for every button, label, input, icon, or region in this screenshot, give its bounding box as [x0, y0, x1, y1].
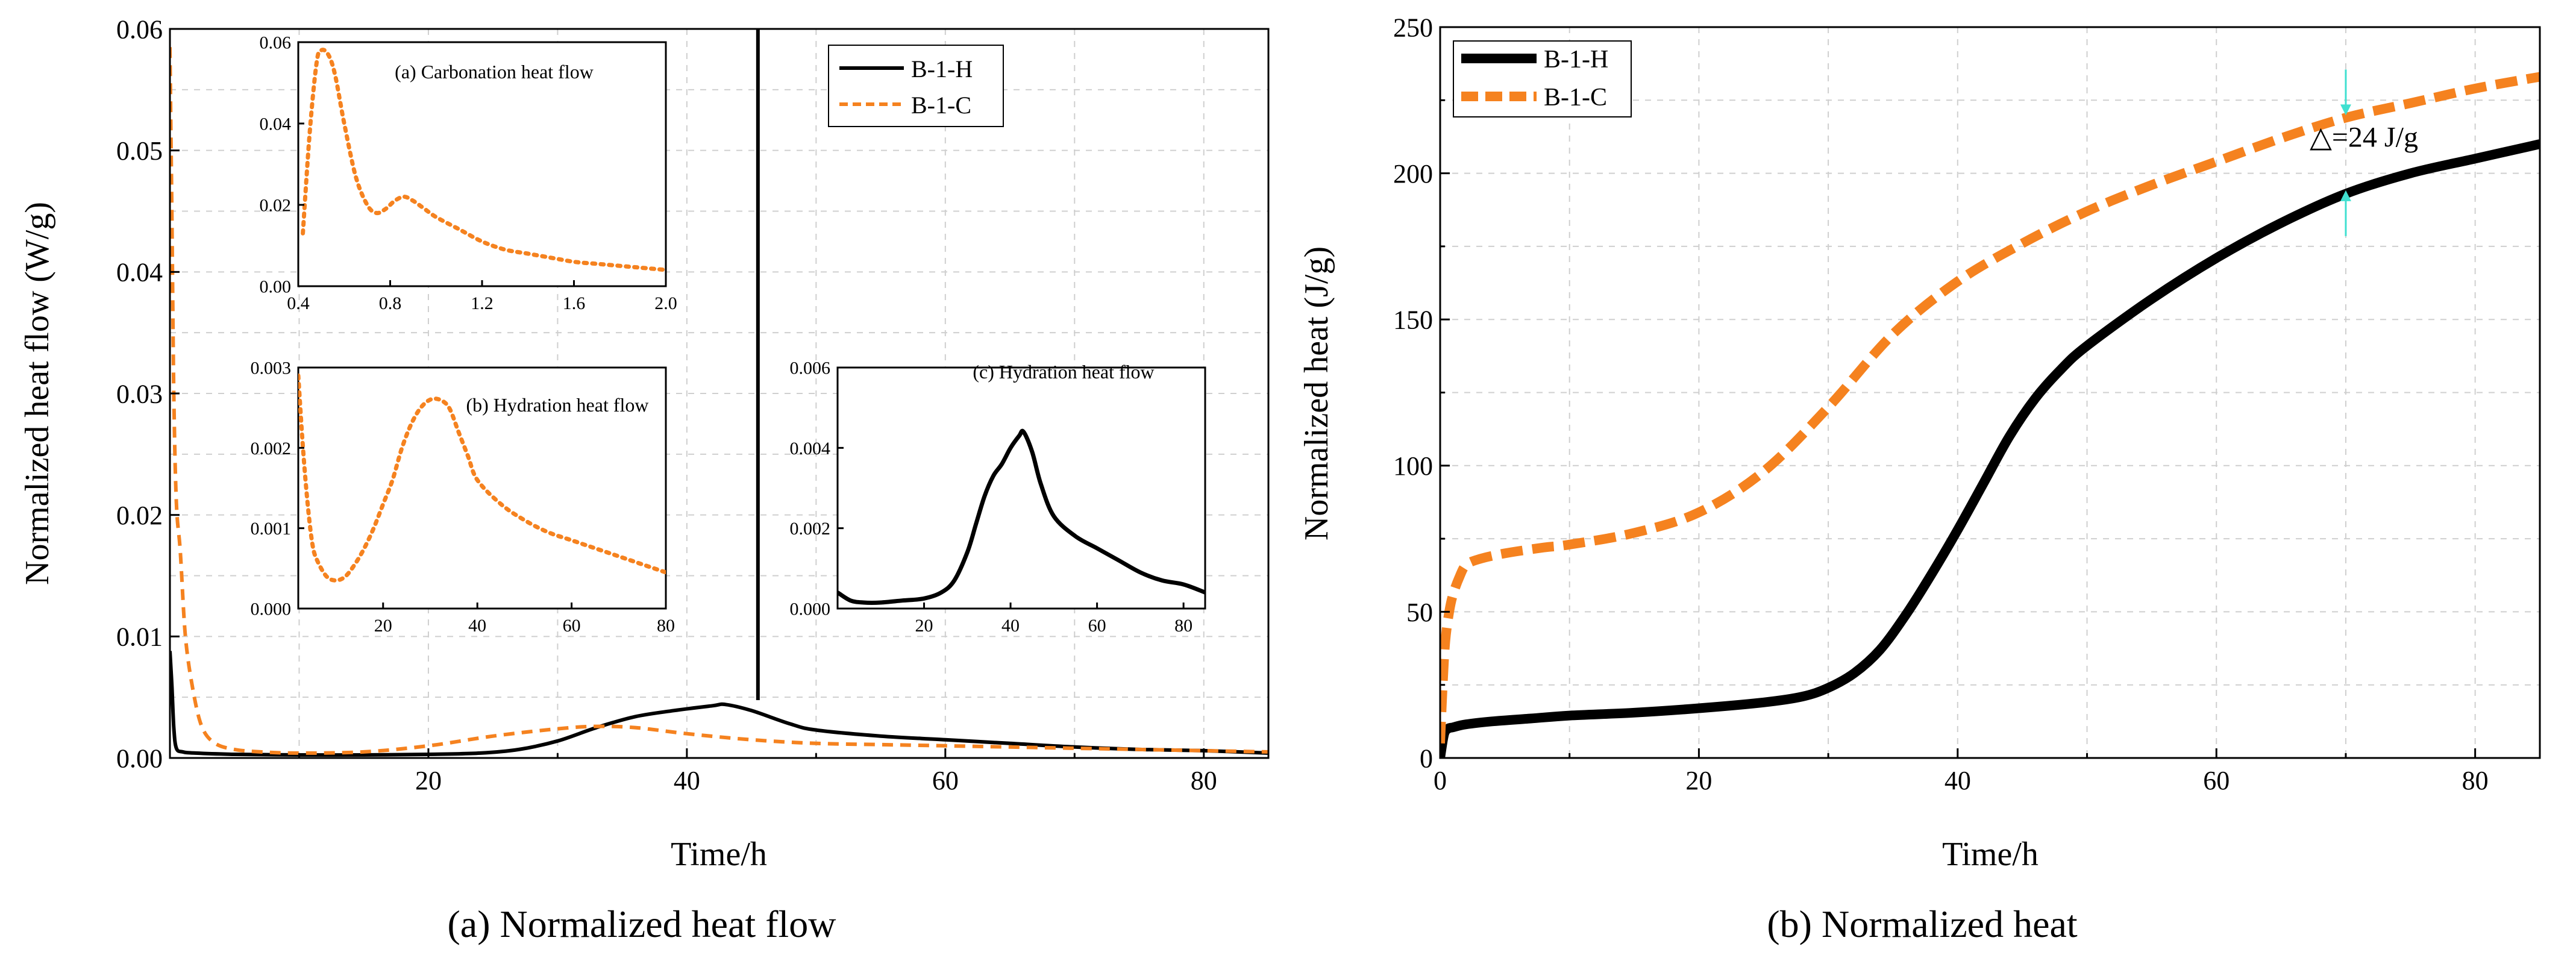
- series-line-b-1-c: [1440, 72, 2540, 744]
- y-tick-label: 0.06: [260, 33, 292, 53]
- x-tick-label: 40: [1001, 616, 1020, 636]
- delta-arrow-top-head: [2340, 104, 2351, 116]
- x-tick-label: 80: [1191, 766, 1217, 795]
- x-tick-label: 60: [563, 616, 581, 636]
- series-line-b-1-h: [838, 428, 1205, 605]
- x-tick-label: 20: [415, 766, 442, 795]
- y-tick-label: 0.02: [260, 196, 292, 216]
- panel-a-legend: B-1-H B-1-C: [828, 45, 1004, 127]
- y-tick-label: 0.000: [790, 600, 831, 619]
- y-tick-label: 0.00: [260, 277, 292, 297]
- panel-b-x-axis-label: Time/h: [1942, 836, 2039, 873]
- legend-b-label-b-1-c: B-1-C: [1544, 84, 1607, 111]
- y-tick-label: 0.04: [260, 114, 292, 134]
- x-tick-label: 80: [2462, 766, 2489, 795]
- y-tick-label: 0.01: [116, 622, 163, 652]
- panel-b-legend: B-1-H B-1-C: [1453, 40, 1632, 117]
- x-tick-label: 1.6: [563, 293, 586, 313]
- panel-b-grid: [1440, 27, 2540, 758]
- x-tick-label: 20: [1685, 766, 1712, 795]
- y-tick-label: 0.002: [790, 519, 831, 539]
- panel-b-x-ticks: 0 20 40 60 80 0 50 100 150 200 250: [1393, 13, 2489, 795]
- inset-c-ticks: 20 40 60 80 0.000 0.002 0.004 0.006: [790, 358, 1193, 636]
- y-tick-label: 150: [1393, 305, 1433, 335]
- y-tick-label: 0: [1420, 744, 1433, 773]
- inset-c-series: [838, 428, 1205, 605]
- inset-background: [838, 368, 1205, 609]
- inset-a-title: (a) Carbonation heat flow: [395, 61, 594, 83]
- legend-a-label-b-1-c: B-1-C: [911, 92, 971, 119]
- panel-a-series: [170, 42, 1268, 757]
- y-tick-label: 0.03: [116, 379, 163, 409]
- inset-b-ticks: 20 40 60 80 0.000 0.001 0.002 0.003: [251, 358, 675, 636]
- delta-annotation: △=24 J/g: [2310, 69, 2418, 236]
- panel-a-caption: (a) Normalized heat flow: [447, 903, 836, 945]
- x-tick-label: 20: [374, 616, 392, 636]
- panel-a: 20 40 60 80 0.00 0.01 0.02 0.03 0.04 0.05 0.06 Tim…: [19, 14, 1270, 945]
- y-tick-label: 0.001: [251, 519, 292, 539]
- panel-a-x-ticks: 20 40 60 80 0.00 0.01 0.02 0.03 0.04 0.05 0.06: [116, 14, 1217, 795]
- series-line-b-1-h: [1440, 139, 2540, 759]
- panel-b-y-axis-label: Normalized heat (J/g): [1298, 246, 1335, 540]
- inset-background: [298, 42, 666, 286]
- panel-b-caption: (b) Normalized heat: [1767, 903, 2078, 945]
- x-tick-label: 1.2: [471, 293, 494, 313]
- x-tick-label: 60: [2203, 766, 2230, 795]
- x-tick-label: 0: [1434, 766, 1447, 795]
- inset-b-title: (b) Hydration heat flow: [466, 394, 648, 416]
- y-tick-label: 100: [1393, 451, 1433, 481]
- x-tick-label: 80: [657, 616, 675, 636]
- inset-a-series: [301, 48, 666, 272]
- legend-a-label-b-1-h: B-1-H: [911, 55, 973, 83]
- panel-a-y-axis-label: Normalized heat flow (W/g): [19, 202, 56, 585]
- x-tick-label: 40: [1945, 766, 1971, 795]
- series-line-b-1-c: [298, 373, 666, 583]
- y-tick-label: 0.00: [116, 744, 163, 773]
- y-tick-label: 0.05: [116, 136, 163, 166]
- y-tick-label: 250: [1393, 13, 1433, 42]
- y-tick-label: 0.003: [251, 358, 292, 378]
- x-tick-label: 40: [674, 766, 700, 795]
- y-tick-label: 0.02: [116, 501, 163, 530]
- y-tick-label: 50: [1406, 598, 1433, 627]
- y-tick-label: 0.06: [116, 14, 163, 44]
- inset-c-title: (c) Hydration heat flow: [973, 361, 1154, 383]
- panel-b-series: [1440, 72, 2540, 759]
- y-tick-label: 0.002: [251, 439, 292, 459]
- inset-b-series: [298, 373, 666, 583]
- y-tick-label: 0.006: [790, 358, 831, 378]
- x-tick-label: 40: [468, 616, 486, 636]
- panel-a-legend-box: [828, 45, 1004, 127]
- x-tick-label: 60: [932, 766, 959, 795]
- x-tick-label: 0.4: [287, 293, 310, 313]
- delta-annotation-text: △=24 J/g: [2310, 122, 2418, 154]
- x-tick-label: 80: [1174, 616, 1192, 636]
- x-tick-label: 0.8: [379, 293, 402, 313]
- y-tick-label: 0.04: [116, 258, 163, 287]
- x-tick-label: 20: [915, 616, 933, 636]
- series-line-b-1-h: [170, 651, 1268, 757]
- x-tick-label: 60: [1088, 616, 1106, 636]
- panel-a-x-axis-label: Time/h: [671, 836, 767, 873]
- series-line-b-1-c: [301, 48, 666, 272]
- x-tick-label: 2.0: [654, 293, 677, 313]
- inset-c-frame: [836, 366, 1206, 610]
- series-line-b-1-c: [170, 47, 1268, 755]
- y-tick-label: 0.000: [251, 600, 292, 619]
- delta-arrow-bottom-head: [2340, 190, 2351, 201]
- y-tick-label: 200: [1393, 159, 1433, 189]
- inset-b-frame: [297, 366, 667, 610]
- inset-a-ticks: 0.4 0.8 1.2 1.6 2.0 0.00 0.02 0.04 0.06: [260, 33, 677, 314]
- panel-b: 0 20 40 60 80 0 50 100 150 200 250 Time/h Normaliz…: [1298, 13, 2541, 945]
- legend-b-label-b-1-h: B-1-H: [1544, 46, 1608, 74]
- y-tick-label: 0.004: [790, 439, 831, 459]
